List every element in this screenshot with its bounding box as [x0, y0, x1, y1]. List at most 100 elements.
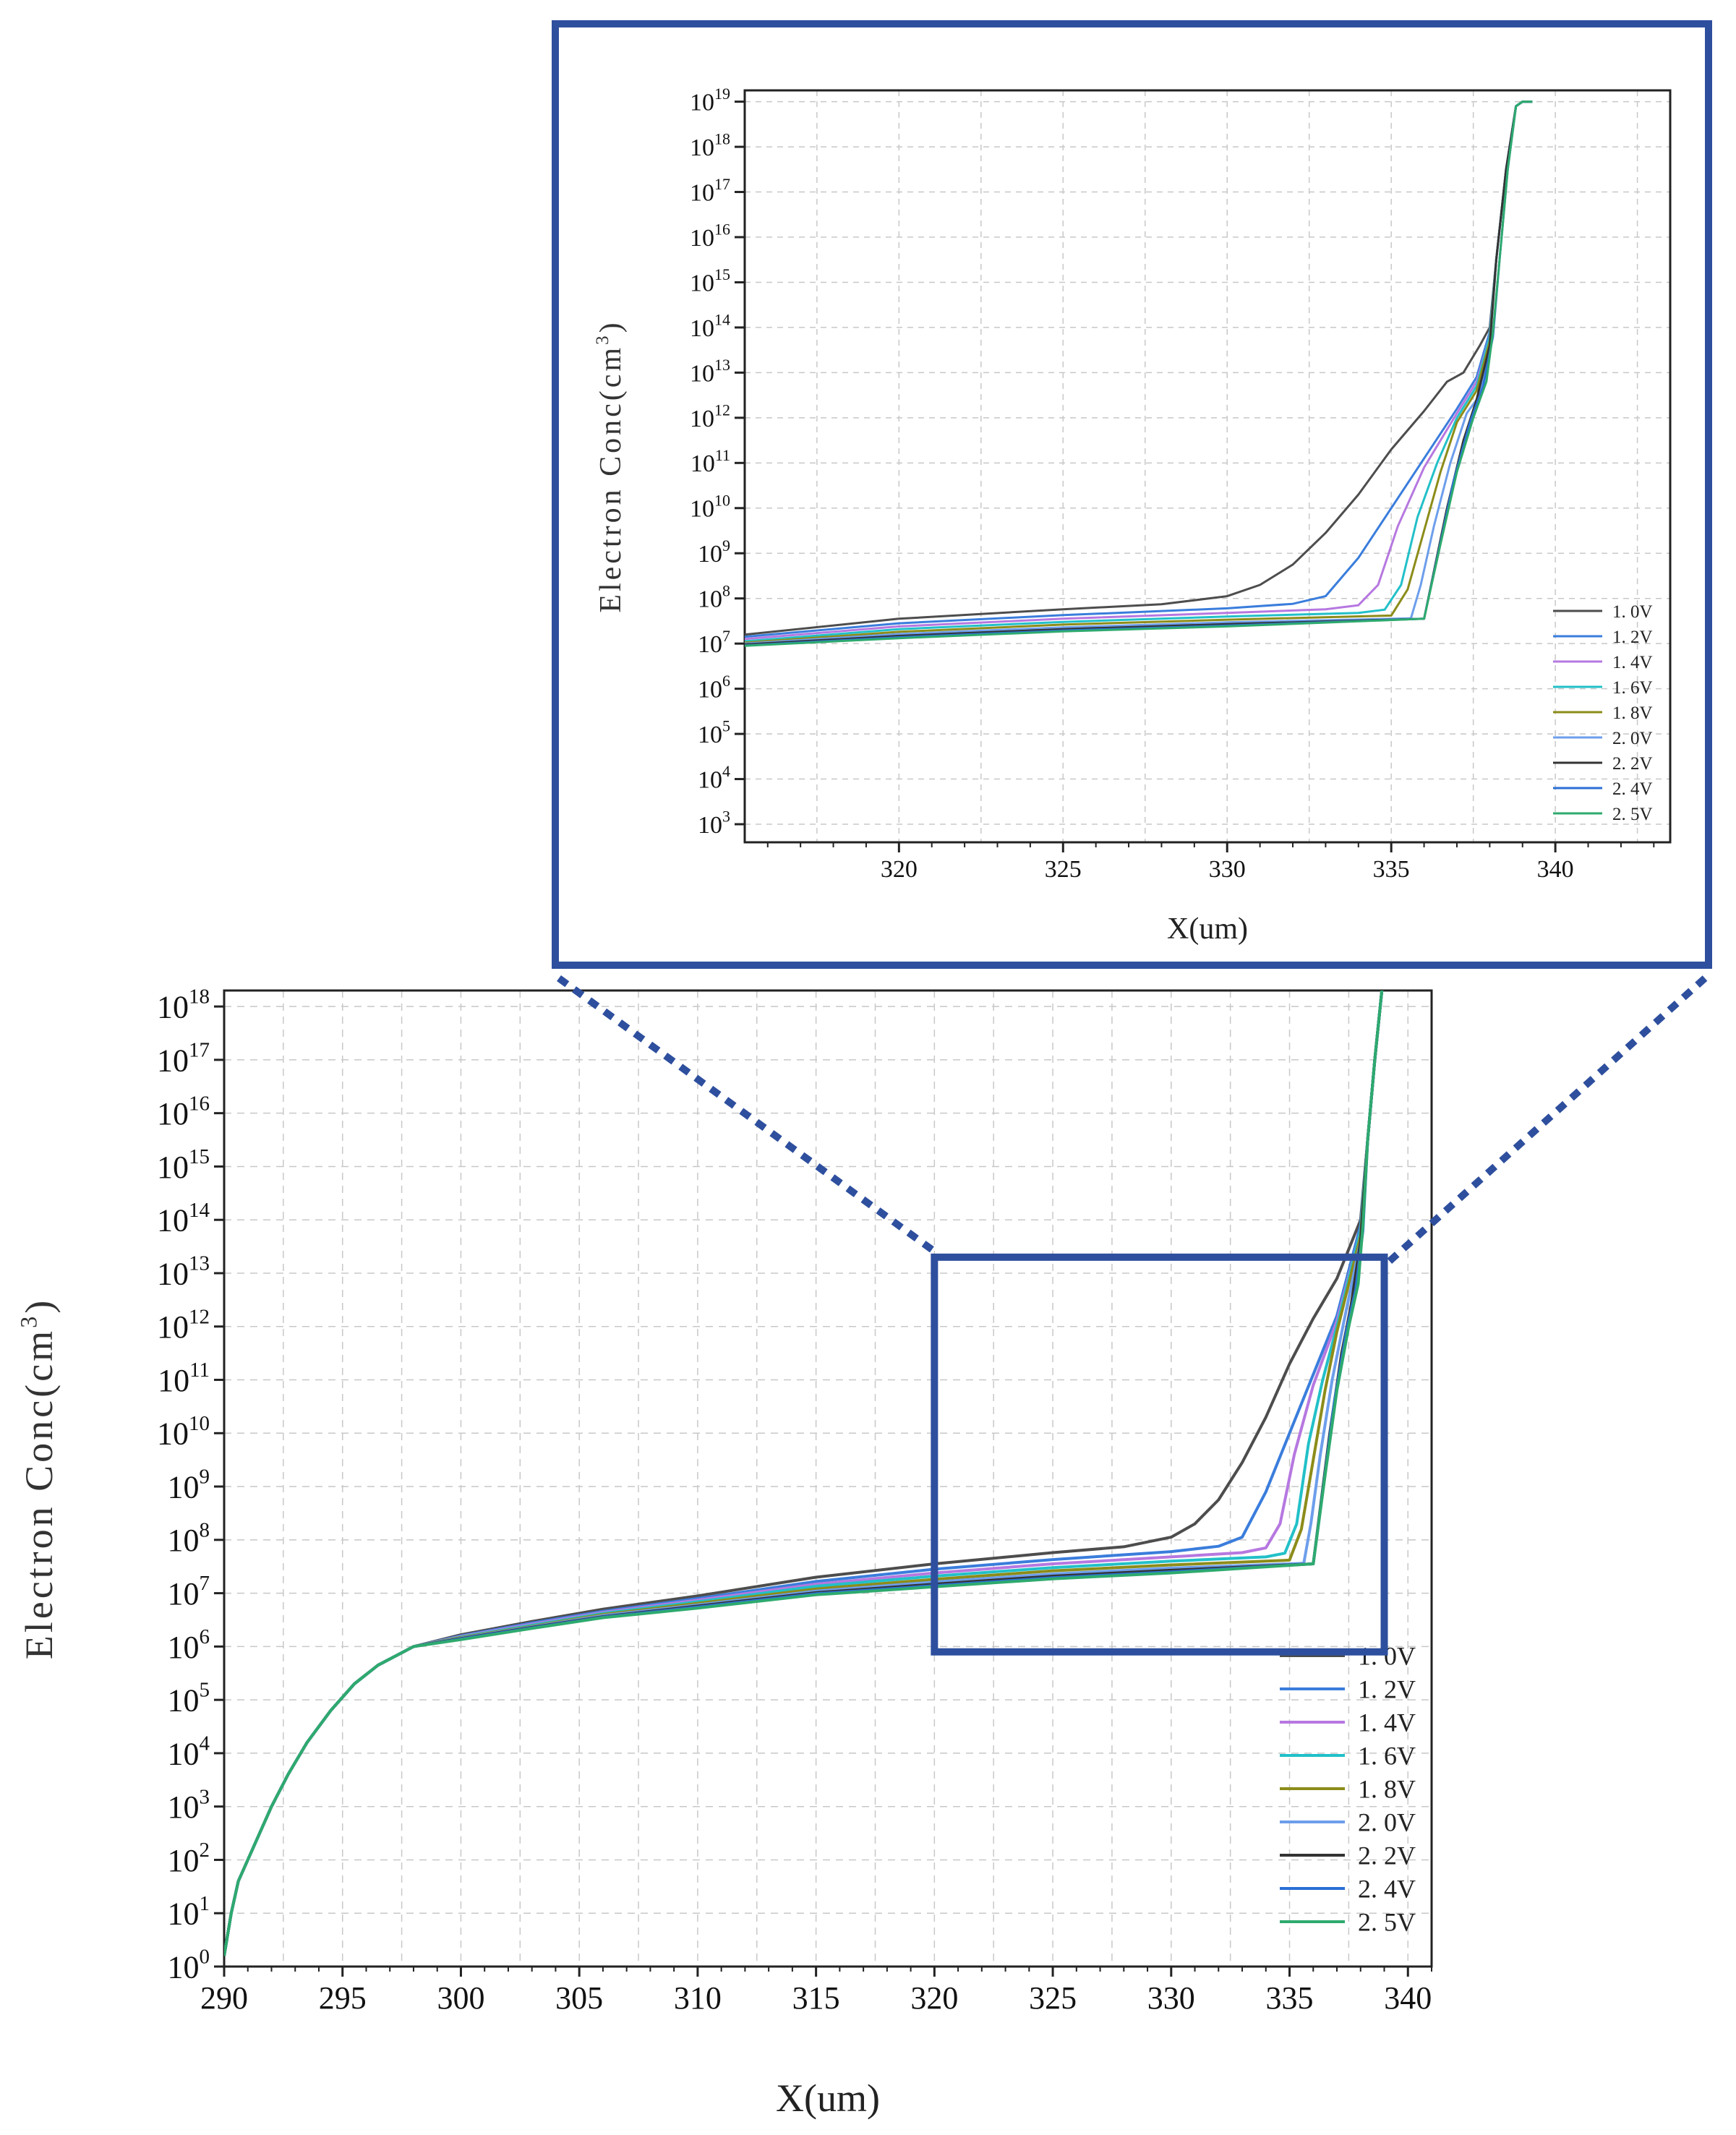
legend-label: 1. 8V — [1358, 1775, 1416, 1804]
y-tick-label: 1018 — [690, 130, 730, 161]
y-tick-label: 105 — [168, 1679, 210, 1719]
legend-label: 2. 0V — [1612, 729, 1653, 748]
x-axis-label: X(um) — [1167, 912, 1248, 946]
legend-label: 1. 8V — [1612, 703, 1653, 723]
main-chart: 290 295 300 305 310 315 320 325 330 335 3401001011… — [16, 985, 1433, 2120]
series-line — [224, 991, 1384, 1956]
y-tick-label: 1011 — [690, 446, 730, 477]
legend-label: 1. 2V — [1358, 1675, 1416, 1704]
series-line — [224, 991, 1384, 1956]
y-tick-label: 1010 — [157, 1412, 210, 1452]
y-tick-label: 1014 — [157, 1199, 210, 1238]
y-axis-label: Electron Conc(cm3) — [593, 320, 628, 612]
x-tick-label: 335 — [1373, 856, 1410, 883]
x-tick-label: 295 — [319, 1980, 367, 2016]
y-tick-label: 101 — [168, 1892, 210, 1932]
legend: 1. 0V1. 2V1. 4V1. 6V1. 8V2. 0V2. 2V2. 4V… — [1280, 1642, 1416, 1937]
x-tick-label: 325 — [1029, 1980, 1077, 2016]
x-tick-label: 340 — [1537, 856, 1574, 883]
y-tick-label: 106 — [168, 1625, 210, 1665]
y-tick-label: 106 — [698, 672, 730, 703]
legend-label: 1. 4V — [1612, 653, 1653, 672]
y-tick-label: 1017 — [690, 175, 730, 206]
inset-background — [555, 24, 1709, 965]
legend-label: 2. 4V — [1612, 779, 1653, 799]
y-tick-label: 1016 — [157, 1092, 210, 1131]
y-tick-label: 107 — [168, 1572, 210, 1612]
x-tick-label: 300 — [437, 1980, 484, 2016]
x-tick-label: 330 — [1209, 856, 1246, 883]
y-tick-label: 1012 — [690, 401, 730, 432]
y-tick-label: 1011 — [158, 1359, 210, 1398]
x-axis-label: X(um) — [776, 2076, 880, 2120]
plot-frame — [743, 89, 1672, 844]
y-tick-label: 107 — [698, 627, 730, 658]
y-tick-label: 105 — [698, 717, 730, 748]
legend: 1. 0V 1. 2V 1. 4V 1. 6V 1. 8V 2. 0V 2. 2V 2. 4V… — [1553, 602, 1653, 824]
legend-label: 2. 5V — [1612, 805, 1653, 824]
legend-label: 1. 6V — [1612, 678, 1653, 698]
y-tick-label: 1012 — [157, 1305, 210, 1345]
x-tick-label: 320 — [910, 1980, 958, 2016]
series-line — [224, 991, 1384, 1956]
y-tick-label: 100 — [168, 1946, 210, 1985]
connector-right — [1382, 975, 1708, 1269]
y-tick-label: 1015 — [690, 265, 730, 296]
connector-left — [557, 975, 937, 1254]
legend-label: 2. 4V — [1358, 1875, 1416, 1904]
legend-label: 1. 2V — [1612, 628, 1653, 647]
x-tick-label: 315 — [792, 1980, 840, 2016]
series-group — [745, 100, 1533, 647]
y-axis-label: Electron Conc(cm3) — [16, 1298, 61, 1660]
grid — [745, 90, 1670, 842]
grid — [223, 991, 1432, 1967]
legend-label: 2. 2V — [1358, 1841, 1416, 1870]
legend-label: 2. 5V — [1358, 1908, 1416, 1937]
y-tick-label: 1015 — [157, 1145, 210, 1185]
y-tick-label: 1014 — [690, 311, 730, 342]
legend-label: 1. 0V — [1612, 602, 1653, 622]
plot-frame — [223, 989, 1433, 1968]
x-tick-label: 330 — [1147, 1980, 1195, 2016]
x-tick-label: 310 — [674, 1980, 722, 2016]
x-tick-label: 290 — [200, 1980, 248, 2016]
y-tick-label: 1018 — [157, 985, 210, 1025]
y-tick-label: 108 — [698, 581, 730, 612]
inset-frame — [552, 20, 1712, 969]
y-tick-label: 109 — [698, 536, 730, 568]
zoom-rectangle — [931, 1253, 1388, 1656]
series-line — [224, 991, 1384, 1956]
y-tick-label: 109 — [168, 1466, 210, 1505]
x-tick-label: 320 — [881, 856, 918, 883]
y-tick-label: 1013 — [690, 356, 730, 387]
x-tick-label: 325 — [1045, 856, 1082, 883]
zoom-callout — [557, 975, 1708, 1656]
inset-chart: 320 325 330 335 340 103 104 105 106 107 108 109 1010… — [552, 20, 1712, 969]
x-tick-label: 305 — [555, 1980, 603, 2016]
y-tick-label: 103 — [168, 1785, 210, 1825]
legend-label: 2. 0V — [1358, 1808, 1416, 1837]
series-line — [224, 991, 1384, 1956]
y-tick-label: 1019 — [690, 85, 730, 116]
series-line — [224, 991, 1384, 1956]
series-group — [224, 991, 1384, 1956]
y-tick-label: 1010 — [690, 491, 730, 522]
y-tick-label: 1013 — [157, 1252, 210, 1292]
y-tick-label: 103 — [698, 808, 730, 839]
series-line — [224, 991, 1384, 1956]
series-line — [745, 100, 1533, 647]
y-tick-label: 104 — [698, 762, 730, 793]
y-tick-label: 104 — [168, 1732, 210, 1772]
x-tick-label: 340 — [1384, 1980, 1432, 2016]
series-line — [224, 991, 1384, 1956]
legend-label: 2. 2V — [1612, 754, 1653, 774]
x-tick-label: 335 — [1266, 1980, 1314, 2016]
series-line — [224, 991, 1384, 1956]
legend-label: 1. 4V — [1358, 1708, 1416, 1737]
y-tick-label: 1017 — [157, 1039, 210, 1079]
legend-label: 1. 6V — [1358, 1742, 1416, 1771]
y-tick-label: 108 — [168, 1518, 210, 1558]
y-tick-label: 102 — [168, 1839, 210, 1878]
y-tick-label: 1016 — [690, 221, 730, 252]
